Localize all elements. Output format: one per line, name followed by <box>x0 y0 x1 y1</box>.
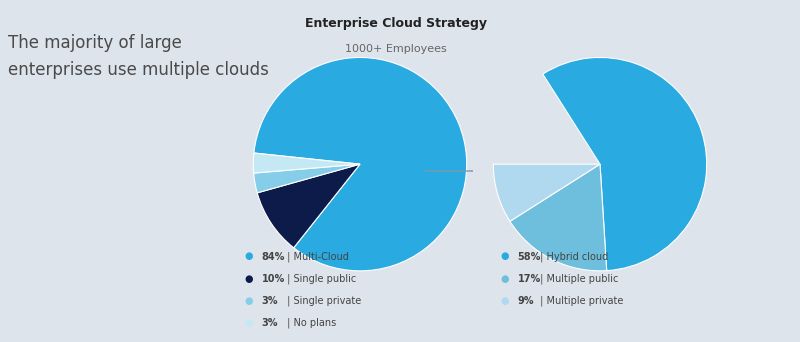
Text: | Multi-Cloud: | Multi-Cloud <box>284 251 349 262</box>
Text: The majority of large
enterprises use multiple clouds: The majority of large enterprises use mu… <box>8 34 269 79</box>
Text: | No plans: | No plans <box>284 318 336 328</box>
Text: | Single private: | Single private <box>284 296 362 306</box>
Text: | Multiple private: | Multiple private <box>537 296 623 306</box>
Text: | Hybrid cloud: | Hybrid cloud <box>537 251 608 262</box>
Wedge shape <box>254 164 360 193</box>
Text: 3%: 3% <box>262 296 278 306</box>
Text: ●: ● <box>500 274 509 284</box>
Wedge shape <box>494 74 600 164</box>
Text: 3%: 3% <box>262 318 278 328</box>
Text: 1000+ Employees: 1000+ Employees <box>345 44 447 54</box>
Text: 10%: 10% <box>262 274 285 284</box>
Text: ●: ● <box>244 274 253 284</box>
Text: 84%: 84% <box>262 251 285 262</box>
Wedge shape <box>254 57 466 271</box>
Wedge shape <box>254 153 360 173</box>
Wedge shape <box>258 164 360 248</box>
Wedge shape <box>494 164 600 221</box>
Text: | Single public: | Single public <box>284 274 356 284</box>
Text: ●: ● <box>244 251 253 262</box>
Text: | Multiple public: | Multiple public <box>537 274 618 284</box>
Wedge shape <box>543 57 706 271</box>
Text: Enterprise Cloud Strategy: Enterprise Cloud Strategy <box>305 17 487 30</box>
Text: 9%: 9% <box>518 296 534 306</box>
Text: ●: ● <box>500 296 509 306</box>
Text: ●: ● <box>244 296 253 306</box>
Wedge shape <box>510 164 606 271</box>
Text: 58%: 58% <box>518 251 541 262</box>
Text: ●: ● <box>244 318 253 328</box>
Text: 17%: 17% <box>518 274 541 284</box>
Text: ●: ● <box>500 251 509 262</box>
